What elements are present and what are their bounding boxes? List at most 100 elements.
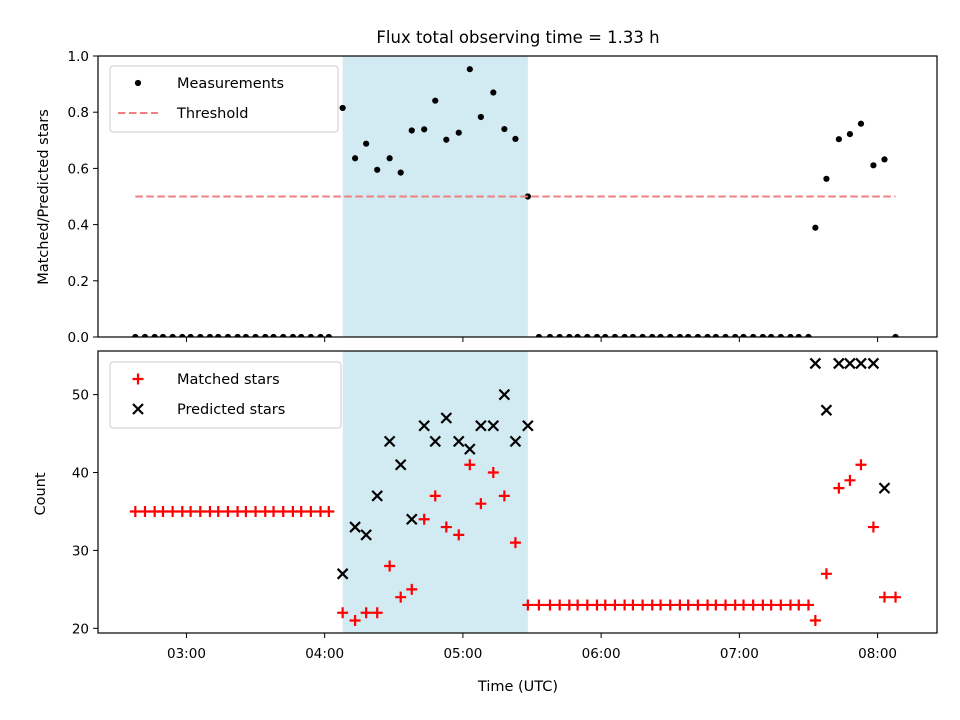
- matched-star-point: [747, 599, 759, 611]
- measurement-point: [169, 333, 176, 337]
- matched-star-point: [809, 615, 821, 627]
- matched-star-point: [627, 599, 639, 611]
- y-tick-label: 0.8: [68, 105, 89, 121]
- predicted-star-point: [509, 435, 522, 448]
- predicted-star-point: [360, 529, 372, 541]
- legend-box: [109, 361, 342, 429]
- matched-star-point: [802, 599, 814, 611]
- predicted-star-point: [336, 568, 349, 580]
- y-tick-label: 30: [72, 543, 89, 559]
- measurement-point: [812, 224, 819, 231]
- matched-star-point: [664, 599, 676, 611]
- plot-area: [132, 66, 899, 337]
- measurement-point: [629, 333, 637, 337]
- matched-star-point: [692, 599, 704, 611]
- matched-star-point: [167, 505, 179, 517]
- predicted-star-point: [867, 357, 880, 370]
- measurement-point: [224, 333, 232, 337]
- predicted-star-point: [405, 513, 418, 526]
- x-tick-label: 07:00: [720, 646, 759, 662]
- legend: Measurements Threshold: [109, 65, 339, 133]
- measurement-point: [397, 169, 404, 176]
- matched-star-point: [599, 599, 611, 611]
- y-tick-label: 40: [72, 466, 89, 482]
- matched-star-point: [775, 599, 787, 611]
- predicted-star-point: [498, 388, 511, 401]
- measurement-point: [566, 333, 573, 337]
- measurement-point: [787, 333, 794, 337]
- matched-star-point: [609, 599, 621, 611]
- measurement-point: [455, 129, 462, 136]
- measurement-point: [835, 136, 842, 143]
- matched-star-point: [323, 505, 335, 517]
- matched-star-point: [429, 490, 441, 502]
- legend-label: Matched stars: [177, 372, 280, 388]
- matched-star-point: [793, 599, 805, 611]
- measurement-point: [657, 333, 664, 337]
- x-tick-label: 08:00: [858, 646, 897, 662]
- y-tick-label: 20: [72, 621, 89, 637]
- matched-star-point: [855, 459, 867, 471]
- matched-star-point: [833, 482, 845, 494]
- x-tick-label: 06:00: [582, 646, 621, 662]
- measurement-point: [857, 120, 865, 127]
- measurement-point: [408, 127, 415, 134]
- measurement-point: [676, 333, 684, 337]
- matched-star-point: [268, 505, 280, 517]
- series-1: [129, 459, 902, 627]
- measurement-point: [206, 333, 214, 337]
- measurement-point: [712, 333, 719, 337]
- matched-star-point: [581, 599, 593, 611]
- measurement-point: [732, 333, 739, 337]
- series-2: [336, 357, 891, 580]
- measurement-point: [574, 333, 581, 337]
- measurement-point: [704, 333, 711, 337]
- predicted-star-point: [440, 412, 453, 424]
- measurement-point: [892, 333, 899, 337]
- measurement-point: [289, 333, 296, 337]
- measurement-point: [639, 333, 646, 337]
- measurement-point: [280, 333, 287, 337]
- matched-star-point: [637, 599, 649, 611]
- matched-star-point: [720, 599, 732, 611]
- measurement-point: [881, 156, 888, 163]
- measurement-point: [215, 333, 222, 337]
- bottom-panel: 20 30 40 50 03:00 04:00 05:00 06:00 07:00 08:00 Ma…: [72, 350, 938, 662]
- measurement-point: [722, 333, 729, 337]
- legend-label: Measurements: [177, 76, 284, 92]
- measurement-point: [363, 140, 370, 147]
- matched-star-point: [157, 505, 169, 517]
- predicted-star-point: [349, 521, 361, 533]
- predicted-star-point: [418, 420, 430, 432]
- predicted-star-point: [522, 420, 534, 432]
- measurement-point: [477, 113, 484, 121]
- measurement-point: [823, 175, 830, 182]
- legend-x-marker: [132, 403, 144, 415]
- measurement-point: [242, 333, 249, 337]
- matched-star-point: [522, 599, 534, 611]
- measurement-point: [535, 333, 543, 337]
- measurement-point: [584, 333, 591, 337]
- predicted-star-point: [452, 435, 465, 448]
- measurement-point: [141, 333, 149, 337]
- measurement-point: [621, 333, 628, 337]
- matched-star-point: [250, 505, 262, 517]
- measurement-point: [512, 135, 519, 142]
- chart-title: Flux total observing time = 1.33 h: [376, 28, 659, 47]
- x-axis-label: Time (UTC): [477, 679, 558, 695]
- measurement-point: [252, 333, 259, 337]
- measurement-point: [187, 333, 194, 337]
- axes-frame: [97, 55, 938, 338]
- measurement-point: [234, 333, 241, 337]
- x-tick-label: 05:00: [443, 646, 482, 662]
- measurement-point: [740, 333, 747, 337]
- measurement-point: [795, 333, 802, 337]
- matched-star-point: [682, 599, 694, 611]
- measurement-point: [466, 66, 473, 73]
- measurement-point: [777, 333, 784, 337]
- predicted-star-point: [383, 435, 396, 448]
- matched-star-point: [277, 505, 289, 517]
- measurement-point: [667, 333, 674, 337]
- predicted-star-point: [371, 490, 383, 502]
- legend-label: Threshold: [176, 106, 248, 122]
